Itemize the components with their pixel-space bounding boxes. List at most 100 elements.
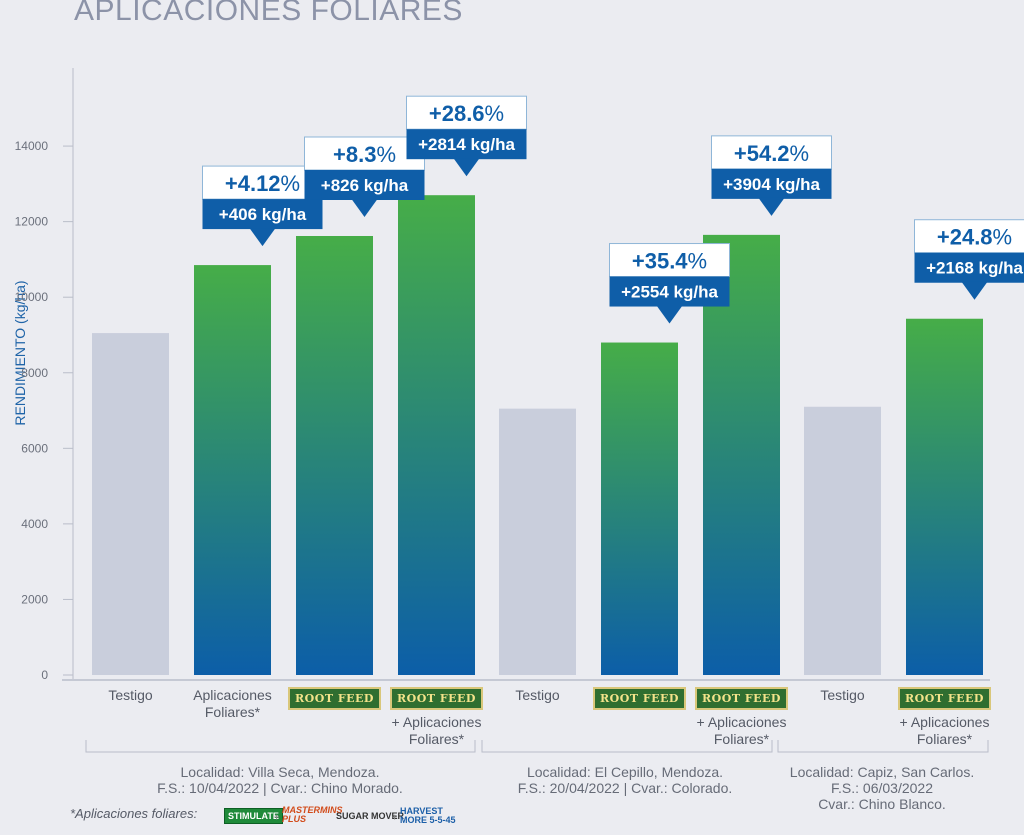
callout-kg: +3904 kg/ha: [723, 175, 820, 194]
y-tick-label: 6000: [21, 441, 48, 455]
location-1-line1: Localidad: Villa Seca, Mendoza.: [180, 764, 380, 780]
category-label-1: Testigo: [72, 687, 189, 704]
callout-kg: +2168 kg/ha: [926, 259, 1023, 278]
y-tick-label: 10000: [15, 290, 49, 304]
callout-arrow: [351, 198, 378, 217]
chart-title: APLICACIONES FOLIARES: [74, 0, 463, 27]
location-2-line2: F.S.: 20/04/2022 | Cvar.: Colorado.: [517, 780, 733, 796]
category-label-line: Testigo: [820, 687, 865, 703]
callout-percent: +54.2%: [734, 141, 809, 166]
callout-percent: +24.8%: [937, 225, 1012, 250]
category-label-5: Testigo: [479, 687, 596, 704]
category-label-line: + Aplicaciones: [696, 714, 787, 730]
brand-separator-2: +: [392, 812, 398, 822]
root-feed-logo: ROOT FEED: [695, 687, 788, 710]
group-bracket-3: [777, 740, 989, 753]
callout-kg-box: [711, 168, 832, 199]
category-label-7: ROOT FEED + Aplicaciones Foliares*: [683, 687, 800, 748]
brand-separator: +: [274, 812, 280, 822]
bar-3: [296, 235, 373, 675]
location-3-line1: Localidad: Capiz, San Carlos.: [789, 764, 975, 780]
callout-percent-value: +4.12: [225, 171, 281, 196]
callout-2: +4.12% +406 kg/ha: [202, 165, 323, 247]
category-label-line: Aplicaciones: [193, 687, 272, 703]
root-feed-logo: ROOT FEED: [898, 687, 991, 710]
category-label-line: Foliares*: [204, 704, 261, 720]
callout-4: +28.6% +2814 kg/ha: [406, 95, 527, 177]
callout-percent-box: [609, 243, 730, 278]
category-label-line: Testigo: [108, 687, 153, 703]
category-label-2: Aplicaciones Foliares*: [174, 687, 291, 721]
callout-arrow: [961, 281, 988, 300]
bar-1: [92, 333, 169, 675]
category-label-6: ROOT FEED: [581, 687, 698, 714]
callout-percent-value: +54.2: [734, 141, 790, 166]
category-label-4: ROOT FEED + Aplicaciones Foliares*: [378, 687, 495, 748]
callout-kg: +406 kg/ha: [219, 205, 307, 224]
category-label-line: + Aplicaciones: [391, 714, 482, 730]
bar-6: [601, 342, 678, 675]
callout-kg-box: [304, 169, 425, 200]
callout-6: +35.4% +2554 kg/ha: [609, 243, 730, 324]
bar-5: [499, 408, 576, 675]
y-tick-label: 14000: [15, 139, 49, 153]
category-label-line: Foliares*: [916, 731, 973, 747]
category-label-line: Testigo: [515, 687, 560, 703]
brand-mastermins: MASTERMINS PLUS: [282, 805, 343, 824]
callout-kg-box: [914, 252, 1024, 283]
callout-3: +8.3% +826 kg/ha: [304, 136, 425, 217]
location-2-line1: Localidad: El Cepillo, Mendoza.: [526, 764, 724, 780]
brand-stimulate: STIMULATE: [224, 808, 283, 824]
root-feed-logo: ROOT FEED: [593, 687, 686, 710]
callout-kg: +2554 kg/ha: [621, 283, 718, 302]
callout-kg: +2814 kg/ha: [418, 135, 515, 154]
callout-percent-sign: %: [688, 249, 708, 274]
callout-percent-box: [406, 95, 527, 130]
callout-percent-value: +8.3: [333, 142, 376, 167]
category-label-8: Testigo: [784, 687, 901, 704]
callout-percent-sign: %: [790, 141, 810, 166]
bar-2: [194, 265, 271, 675]
callout-percent-sign: %: [376, 142, 396, 167]
callout-percent: +35.4%: [632, 249, 707, 274]
category-label-9: ROOT FEED + Aplicaciones Foliares*: [886, 687, 1003, 748]
callout-percent: +28.6%: [429, 101, 504, 126]
group-bracket-2: [481, 740, 773, 753]
brand-harvest-more: HARVEST MORE 5-5-45: [400, 806, 456, 825]
callout-percent-box: [711, 135, 832, 170]
bar-8: [804, 406, 881, 675]
callout-arrow: [656, 305, 683, 324]
callout-kg-box: [202, 199, 323, 230]
callout-percent: +4.12%: [225, 171, 300, 196]
location-1-line2: F.S.: 10/04/2022 | Cvar.: Chino Morado.: [157, 780, 403, 796]
callout-percent-value: +24.8: [937, 225, 993, 250]
callout-percent-sign: %: [485, 101, 505, 126]
y-tick-label: 4000: [21, 517, 48, 531]
callout-arrow: [758, 197, 785, 216]
callout-kg: +826 kg/ha: [321, 176, 409, 195]
location-1: Localidad: Villa Seca, Mendoza. F.S.: 10…: [90, 764, 470, 796]
location-3: Localidad: Capiz, San Carlos. F.S.: 06/0…: [774, 764, 990, 812]
root-feed-logo: ROOT FEED: [390, 687, 483, 710]
y-tick-label: 2000: [21, 592, 48, 606]
y-tick-label: 12000: [15, 215, 49, 229]
location-3-line3: Cvar.: Chino Blanco.: [818, 796, 946, 812]
callout-9: +24.8% +2168 kg/ha: [914, 219, 1024, 300]
bar-4: [398, 195, 475, 675]
brand-sugar-mover: SUGAR MOVER: [336, 811, 405, 821]
category-label-3: ROOT FEED: [276, 687, 393, 714]
location-3-line2: F.S.: 06/03/2022: [831, 780, 933, 796]
callout-arrow: [453, 158, 480, 177]
group-bracket-1: [85, 740, 476, 753]
callout-percent-sign: %: [281, 171, 301, 196]
y-tick-label: 0: [41, 668, 48, 682]
category-label-line: Foliares*: [408, 731, 465, 747]
callout-percent-value: +35.4: [632, 249, 688, 274]
y-tick-label: 8000: [21, 366, 48, 380]
root-feed-logo: ROOT FEED: [288, 687, 381, 710]
category-label-line: Foliares*: [713, 731, 770, 747]
callout-percent-sign: %: [993, 225, 1013, 250]
location-2: Localidad: El Cepillo, Mendoza. F.S.: 20…: [480, 764, 770, 796]
bar-7: [703, 234, 780, 675]
